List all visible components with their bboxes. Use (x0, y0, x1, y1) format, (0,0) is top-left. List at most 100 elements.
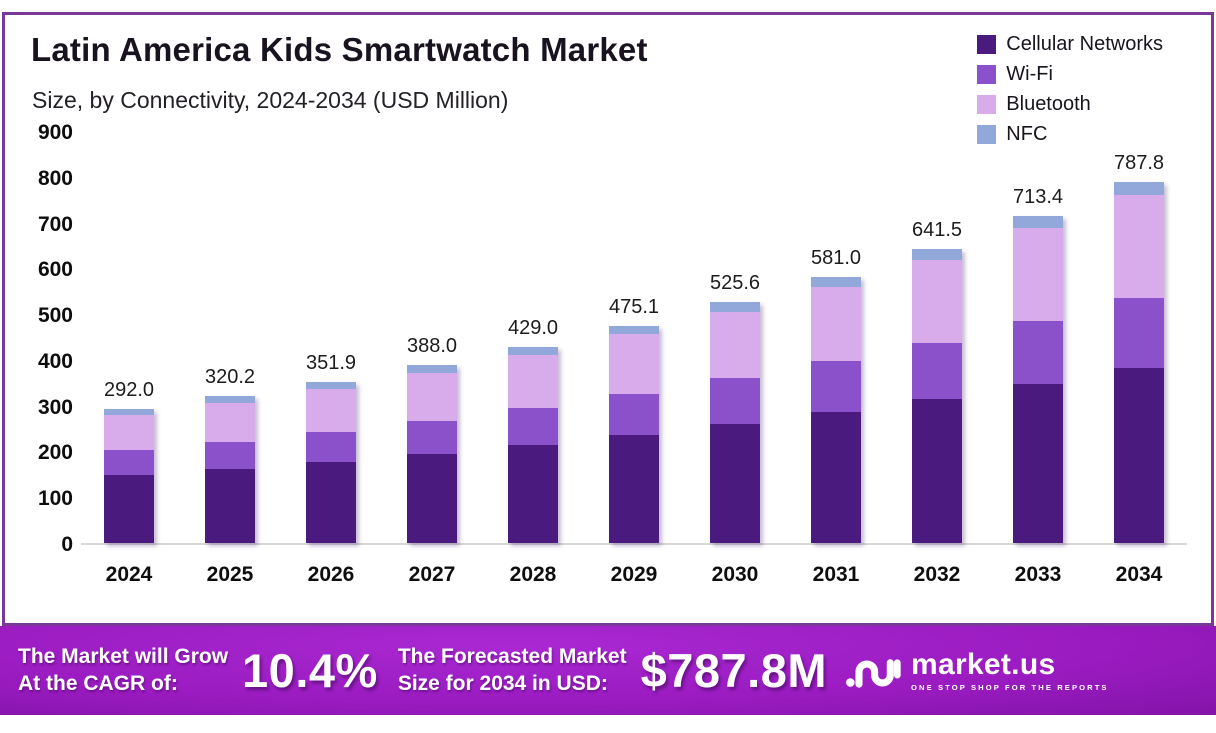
brand-logo: market.us ONE STOP SHOP FOR THE REPORTS (845, 648, 1109, 694)
plot-area: 292.0 320.2 351.9 388.0 429.0 475.1 525.6 581.0… (81, 133, 1187, 545)
y-tick-0: 0 (61, 533, 73, 556)
forecast-label-line2: Size for 2034 in USD: (397, 671, 608, 695)
x-label-2030: 2030 (711, 563, 759, 586)
y-tick-800: 800 (37, 166, 73, 190)
forecast-value: $787.8M (640, 644, 827, 697)
bar-stack-2031 (811, 277, 861, 543)
legend: Cellular Networks Wi-Fi Bluetooth NFC (977, 33, 1163, 146)
marketus-logo-icon (846, 658, 901, 688)
bar-value-label-2029: 475.1 (608, 295, 660, 318)
bar-value-label-2033: 713.4 (1012, 186, 1064, 209)
bar-segment-wi-fi-2024 (104, 450, 154, 476)
bar-stack-2025 (205, 396, 255, 543)
cagr-label-line2: At the CAGR of: (18, 671, 178, 695)
bar-value-label-2026: 351.9 (305, 351, 357, 374)
bar-segment-nfc-2033 (1013, 216, 1063, 229)
bar-stack-2027 (407, 365, 457, 543)
bar-stack-2028 (508, 346, 558, 543)
legend-label: Wi-Fi (1006, 63, 1053, 85)
bar-group-2025: 320.2 (198, 366, 262, 543)
bar-segment-nfc-2034 (1114, 182, 1164, 196)
chart-card: Latin America Kids Smartwatch Market Siz… (2, 12, 1214, 626)
bar-segment-cellular-networks-2032 (912, 399, 962, 543)
x-label-2026: 2026 (307, 563, 355, 586)
cagr-label-line1: The Market will Grow (18, 645, 229, 669)
bar-value-label-2031: 581.0 (810, 247, 862, 270)
y-tick-700: 700 (37, 212, 73, 236)
x-label-2028: 2028 (509, 563, 557, 586)
bar-stack-2030 (710, 302, 760, 543)
legend-swatch-icon (977, 65, 997, 84)
bar-segment-bluetooth-2024 (104, 415, 154, 451)
bar-segment-bluetooth-2032 (912, 260, 962, 343)
bar-stack-2032 (912, 249, 962, 543)
y-tick-900: 900 (37, 121, 73, 144)
legend-swatch-icon (977, 35, 997, 54)
forecast-label: The Forecasted Market Size for 2034 in U… (398, 644, 627, 697)
bar-group-2034: 787.8 (1107, 152, 1171, 543)
bar-segment-cellular-networks-2024 (104, 475, 154, 543)
bar-value-label-2025: 320.2 (204, 366, 256, 389)
bar-segment-nfc-2026 (306, 381, 356, 389)
page-title: Latin America Kids Smartwatch Market (31, 31, 648, 68)
bar-value-label-2028: 429.0 (507, 316, 559, 339)
bar-segment-nfc-2027 (407, 365, 457, 373)
bar-segment-bluetooth-2026 (306, 388, 356, 432)
bar-stack-2024 (104, 409, 154, 543)
bar-segment-wi-fi-2028 (508, 408, 558, 446)
y-tick-500: 500 (37, 304, 73, 328)
bar-group-2033: 713.4 (1006, 186, 1070, 543)
bar-stack-2033 (1013, 216, 1063, 543)
bar-segment-bluetooth-2030 (710, 311, 760, 379)
chart-subtitle: Size, by Connectivity, 2024-2034 (USD Mi… (32, 87, 509, 113)
bar-segment-bluetooth-2033 (1013, 228, 1063, 321)
legend-item-bluetooth: Bluetooth (977, 93, 1163, 116)
bar-value-label-2030: 525.6 (709, 272, 761, 295)
bar-segment-wi-fi-2027 (407, 420, 457, 454)
bar-segment-nfc-2028 (508, 346, 558, 355)
x-label-2029: 2029 (610, 563, 658, 586)
bar-segment-wi-fi-2033 (1013, 320, 1063, 384)
x-label-2031: 2031 (812, 563, 860, 586)
bar-segment-nfc-2025 (205, 396, 255, 403)
bar-segment-wi-fi-2034 (1114, 297, 1164, 369)
x-label-2027: 2027 (408, 563, 456, 586)
y-tick-200: 200 (37, 441, 73, 465)
legend-label: NFC (1006, 123, 1048, 145)
bar-value-label-2032: 641.5 (911, 219, 963, 242)
bar-stack-2029 (609, 325, 659, 543)
y-tick-400: 400 (37, 349, 73, 373)
bar-segment-cellular-networks-2031 (811, 412, 861, 543)
bar-segment-nfc-2032 (912, 249, 962, 261)
y-tick-600: 600 (37, 258, 73, 282)
legend-item-nfc: NFC (977, 123, 1163, 146)
bar-value-label-2027: 388.0 (406, 335, 458, 358)
footer-banner: The Market will Grow At the CAGR of: 10.… (0, 626, 1216, 715)
bar-series: 292.0 320.2 351.9 388.0 429.0 475.1 525.6 581.0… (81, 133, 1187, 543)
cagr-label: The Market will Grow At the CAGR of: (18, 644, 228, 697)
bar-segment-cellular-networks-2028 (508, 445, 558, 543)
brand-name: market.us (910, 647, 1056, 681)
bar-segment-bluetooth-2034 (1114, 195, 1164, 298)
bar-segment-nfc-2030 (710, 302, 760, 312)
bar-value-label-2024: 292.0 (103, 379, 155, 402)
x-label-2024: 2024 (105, 563, 153, 586)
bar-stack-2026 (306, 381, 356, 543)
x-axis: 2024 2025 2026 2027 2028 2029 2030 2031 2032 2033… (81, 545, 1187, 605)
forecast-label-line1: The Forecasted Market (397, 645, 627, 669)
bar-segment-bluetooth-2027 (407, 372, 457, 421)
bar-segment-wi-fi-2029 (609, 393, 659, 435)
bar-group-2028: 429.0 (501, 317, 565, 543)
brand-text: market.us ONE STOP SHOP FOR THE REPORTS (910, 647, 1109, 692)
bar-segment-cellular-networks-2033 (1013, 383, 1063, 543)
legend-item-cellular-networks: Cellular Networks (977, 33, 1163, 56)
legend-swatch-icon (977, 95, 997, 114)
bar-group-2031: 581.0 (804, 247, 868, 543)
y-tick-100: 100 (37, 487, 73, 511)
bar-segment-cellular-networks-2027 (407, 454, 457, 543)
bar-segment-wi-fi-2030 (710, 378, 760, 425)
x-label-2025: 2025 (206, 563, 254, 586)
bar-group-2029: 475.1 (602, 296, 666, 543)
bar-segment-cellular-networks-2026 (306, 461, 356, 543)
cagr-value: 10.4% (242, 644, 378, 697)
